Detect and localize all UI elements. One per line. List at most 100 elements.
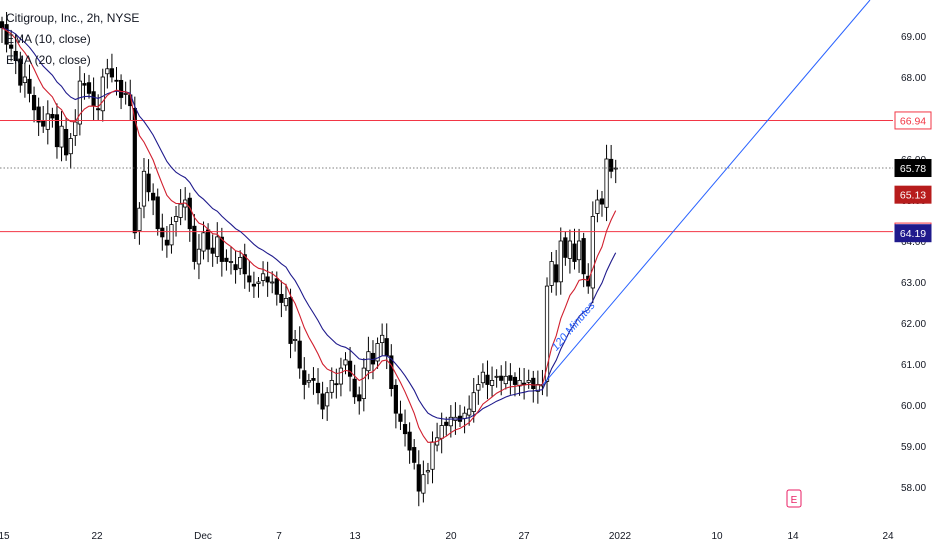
candle (146, 159, 151, 202)
x-tick-label: 10 (711, 531, 723, 542)
x-tick-label: Dec (194, 531, 212, 542)
candle (9, 29, 14, 62)
x-tick-label: 20 (445, 531, 457, 542)
candle (572, 228, 577, 270)
candle (77, 66, 82, 136)
candle (155, 188, 160, 236)
ema-10-legend[interactable]: EMA (10, close) (6, 32, 91, 46)
y-tick-label: 62.00 (901, 319, 926, 330)
symbol-title[interactable]: Citigroup, Inc., 2h, NYSE (6, 11, 140, 25)
x-tick-label: 24 (882, 531, 894, 542)
candle (50, 107, 55, 128)
candle (554, 249, 559, 296)
candle (41, 106, 46, 133)
candle (311, 367, 316, 395)
candle (604, 144, 609, 222)
price-tag-ema10: 65.13 (894, 185, 932, 204)
candle (100, 68, 105, 122)
candle (178, 189, 183, 226)
candle (31, 86, 37, 123)
candle (64, 117, 69, 161)
candle (485, 360, 490, 400)
candle (279, 280, 284, 318)
candle (586, 263, 591, 294)
candle (522, 368, 527, 400)
candle (59, 111, 64, 162)
x-tick-label: 14 (787, 531, 799, 542)
candle (54, 103, 60, 159)
candle (86, 74, 92, 99)
candle (599, 190, 605, 217)
candle (366, 336, 371, 380)
chart-legend: Citigroup, Inc., 2h, NYSE EMA (10, close… (6, 8, 139, 71)
candle (375, 337, 380, 369)
candle (123, 81, 128, 105)
candle (45, 100, 50, 145)
candle (215, 222, 220, 264)
candle (517, 367, 522, 396)
candle (508, 363, 513, 395)
candle (558, 227, 563, 295)
candle (320, 381, 325, 420)
horizontal-lines (0, 119, 893, 233)
y-tick-label: 58.00 (901, 483, 926, 494)
x-tick-label: 27 (518, 531, 530, 542)
y-tick-label: 68.00 (901, 73, 926, 84)
time-axis[interactable]: 15 22 Dec 7 13 20 27 2022 10 14 24 (0, 531, 894, 542)
candle (535, 370, 540, 404)
candle (270, 271, 275, 294)
earnings-icon: E (791, 495, 798, 506)
candle (160, 213, 165, 251)
candle (609, 144, 614, 179)
candle (613, 159, 618, 184)
ema-20-legend[interactable]: EMA (20, close) (6, 53, 91, 67)
candle (325, 387, 330, 421)
candlestick-series (0, 11, 618, 507)
candle (581, 232, 586, 288)
svg-text:65.78: 65.78 (900, 163, 926, 175)
candle (430, 431, 435, 484)
x-tick-label: 13 (349, 531, 361, 542)
candle (576, 228, 582, 273)
candle (540, 369, 545, 396)
candle (315, 368, 321, 405)
candle (105, 58, 110, 89)
candle (22, 63, 28, 98)
candle (480, 363, 486, 388)
candle (201, 221, 206, 260)
candle (18, 51, 23, 93)
candle (36, 97, 41, 136)
price-tag-ema20: 64.19 (894, 224, 932, 243)
candle (187, 192, 192, 242)
candle (494, 369, 499, 388)
trendline[interactable] (542, 0, 871, 386)
earnings-marker[interactable]: E (786, 489, 802, 508)
candle (526, 369, 531, 389)
candle (251, 271, 256, 298)
candle (196, 234, 202, 280)
candle (137, 202, 142, 245)
candle (306, 373, 311, 388)
price-tag-hline: 66.94 (894, 111, 932, 130)
candle (91, 77, 96, 121)
candle (233, 250, 238, 284)
candle (412, 439, 417, 470)
candle (293, 329, 298, 352)
candle (595, 189, 600, 223)
candle (4, 11, 9, 53)
candle (457, 404, 463, 427)
candle (512, 372, 518, 397)
candle (247, 260, 252, 292)
candle (169, 216, 174, 254)
candle (192, 214, 197, 270)
candle (82, 73, 87, 100)
candle (265, 261, 270, 297)
price-axis[interactable]: 58.0059.0060.0061.0062.0063.0064.0065.00… (901, 32, 926, 494)
x-tick-label: 15 (0, 531, 10, 542)
candle (338, 357, 344, 397)
candle (256, 277, 261, 298)
candle (384, 323, 389, 370)
candle (109, 53, 115, 83)
